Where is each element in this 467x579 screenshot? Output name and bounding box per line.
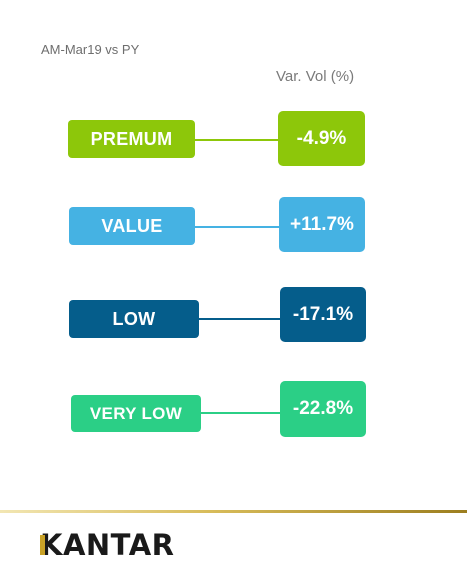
segment-value-premium: -4.9%: [278, 111, 365, 166]
segment-value-low: -17.1%: [280, 287, 366, 342]
segment-value-value: +11.7%: [279, 197, 365, 252]
logo-accent-mark: [40, 535, 45, 555]
footer-divider: [0, 510, 467, 513]
segment-label-very-low: VERY LOW: [71, 395, 201, 432]
segment-label-value: VALUE: [69, 207, 195, 245]
segment-label-low: LOW: [69, 300, 199, 338]
period-label: AM-Mar19 vs PY: [41, 42, 140, 57]
segment-label-premium: PREMUM: [68, 120, 195, 158]
connector-low: [199, 318, 280, 320]
segment-value-very-low: -22.8%: [280, 381, 366, 437]
connector-premium: [195, 139, 279, 141]
connector-very-low: [201, 412, 281, 414]
kantar-logo: KANTAR: [40, 528, 175, 562]
connector-value: [195, 226, 279, 228]
variation-header: Var. Vol (%): [276, 68, 355, 85]
